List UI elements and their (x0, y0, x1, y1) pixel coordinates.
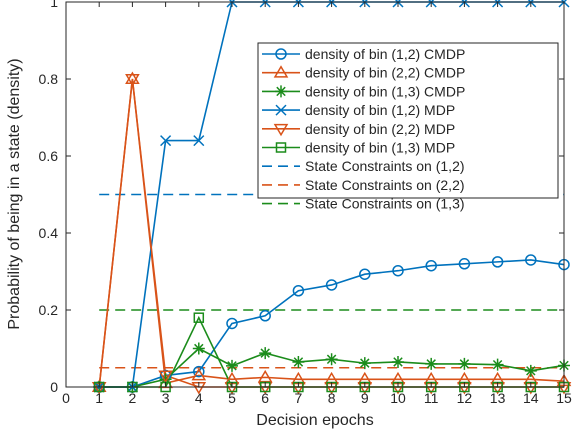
data-point-density-of-bin-1-2-cmdp (226, 317, 238, 330)
y-tick-label: 0.8 (39, 71, 59, 87)
x-tick-label: 11 (424, 390, 439, 406)
legend-label: density of bin (1,3) CMDP (305, 83, 465, 99)
data-point-density-of-bin-1-2-cmdp (292, 285, 305, 297)
y-tick-label: 0.2 (39, 302, 59, 318)
data-point-density-of-bin-1-3-cmdp (325, 353, 338, 366)
x-tick-label: 3 (162, 390, 170, 406)
data-point-density-of-bin-1-2-mdp (160, 135, 172, 147)
data-point-density-of-bin-2-2-mdp (125, 74, 140, 87)
data-point-density-of-bin-1-3-cmdp (259, 347, 272, 360)
x-tick-label: 9 (361, 390, 369, 406)
data-point-density-of-bin-1-2-cmdp (392, 264, 404, 277)
y-axis-label: Probability of being in a state (density… (6, 58, 23, 329)
x-tick-label: 7 (295, 390, 303, 406)
legend-label: density of bin (2,2) MDP (305, 121, 455, 137)
data-point-density-of-bin-1-2-cmdp (458, 258, 471, 270)
x-tick-label: 15 (556, 390, 572, 406)
legend-label: State Constraints on (2,2) (305, 177, 465, 193)
legend-marker-density-of-bin-1-3-cmdp (275, 85, 287, 98)
plot-frame (65, 1, 565, 388)
data-point-density-of-bin-1-2-cmdp (525, 254, 537, 266)
x-tick-label: 0 (62, 390, 70, 406)
legend-label: density of bin (1,3) MDP (305, 140, 455, 156)
data-point-density-of-bin-1-2-cmdp (491, 256, 504, 268)
y-tick-label: 1 (50, 0, 58, 10)
x-tick-label: 5 (228, 390, 236, 406)
data-point-density-of-bin-1-2-cmdp (259, 310, 271, 322)
legend-marker-density-of-bin-1-2-cmdp (275, 48, 287, 60)
x-tick-label: 4 (195, 390, 203, 406)
data-point-density-of-bin-1-3-cmdp (491, 358, 504, 371)
data-point-density-of-bin-1-3-mdp (193, 312, 205, 323)
x-tick-label: 10 (390, 390, 406, 406)
x-tick-label: 12 (457, 390, 473, 406)
data-point-density-of-bin-1-3-cmdp (392, 355, 404, 368)
data-point-density-of-bin-1-2-cmdp (193, 365, 205, 378)
data-point-density-of-bin-2-2-cmdp (191, 367, 207, 381)
data-point-density-of-bin-1-3-cmdp (425, 357, 438, 370)
series-line-density-of-bin-2-2-cmdp (98, 78, 565, 388)
x-tick-label: 6 (261, 390, 269, 406)
legend-box (257, 42, 559, 199)
legend-marker-density-of-bin-1-3-mdp (275, 142, 287, 153)
legend-label: density of bin (1,2) MDP (305, 102, 455, 118)
x-tick-label: 1 (95, 390, 103, 406)
data-point-density-of-bin-2-2-mdp (158, 370, 173, 383)
data-point-density-of-bin-1-3-cmdp (292, 355, 305, 368)
legend: density of bin (1,2) CMDP density of bin … (257, 42, 559, 212)
y-tick-label: 0 (50, 379, 58, 395)
data-point-density-of-bin-1-2-cmdp (325, 279, 338, 291)
x-axis-label: Decision epochs (256, 412, 373, 429)
legend-label: State Constraints on (1,3) (305, 196, 465, 212)
data-point-density-of-bin-1-3-cmdp (358, 357, 371, 370)
data-point-density-of-bin-1-3-cmdp (192, 342, 205, 355)
series-line-density-of-bin-1-2-cmdp (99, 259, 565, 388)
y-tick-label: 0.4 (39, 225, 59, 241)
legend-label: State Constraints on (1,2) (305, 158, 465, 174)
data-point-density-of-bin-1-2-cmdp (425, 259, 437, 272)
legend-marker-density-of-bin-1-2-mdp (275, 104, 287, 116)
x-tick-label: 14 (523, 390, 539, 406)
data-point-density-of-bin-1-3-cmdp (458, 357, 471, 370)
x-tick-label: 8 (328, 390, 336, 406)
data-point-density-of-bin-1-2-cmdp (359, 268, 371, 280)
legend-marker-density-of-bin-2-2-cmdp (273, 65, 289, 78)
data-point-density-of-bin-1-2-mdp (193, 135, 205, 147)
y-axis-ticks: 0 0.2 0.4 0.6 0.8 1 (39, 0, 564, 395)
x-tick-label: 13 (490, 390, 506, 406)
data-point-density-of-bin-1-3-cmdp (524, 364, 537, 377)
y-tick-label: 0.6 (39, 148, 59, 164)
x-axis-ticks: 0 1 2 3 4 5 6 7 8 9 10 11 12 13 14 15 (62, 2, 572, 406)
legend-label: density of bin (2,2) CMDP (305, 65, 465, 81)
x-tick-label: 2 (129, 390, 137, 406)
data-point-density-of-bin-1-3-cmdp (159, 373, 172, 386)
legend-label: density of bin (1,2) CMDP (305, 46, 465, 62)
data-point-density-of-bin-2-2-cmdp (257, 369, 273, 383)
legend-marker-density-of-bin-2-2-mdp (273, 123, 289, 137)
data-point-density-of-bin-2-2-cmdp (125, 71, 140, 84)
data-point-density-of-bin-1-3-cmdp (226, 359, 238, 372)
